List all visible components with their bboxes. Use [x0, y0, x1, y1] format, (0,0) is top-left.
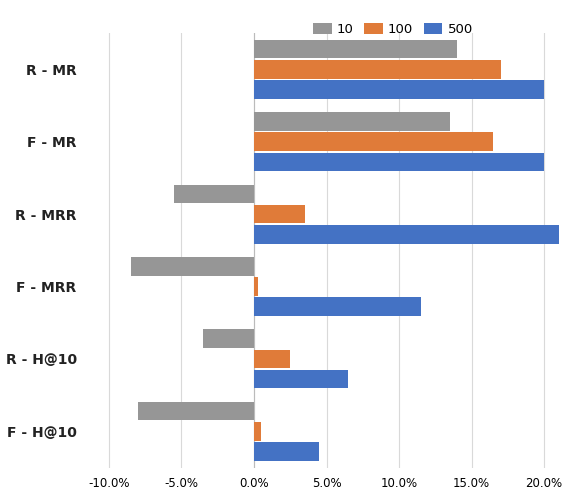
Bar — [254, 350, 290, 368]
Bar — [254, 370, 348, 388]
Bar — [138, 402, 254, 420]
Bar — [254, 298, 421, 316]
Bar — [254, 40, 457, 59]
Bar — [254, 277, 258, 296]
Bar — [203, 329, 254, 348]
Bar — [131, 257, 254, 276]
Bar — [254, 80, 544, 99]
Bar — [254, 60, 500, 79]
Bar — [254, 442, 319, 461]
Bar — [174, 185, 254, 203]
Bar — [254, 422, 261, 440]
Bar — [254, 205, 305, 224]
Bar — [254, 153, 544, 171]
Bar — [254, 112, 450, 131]
Bar — [254, 225, 558, 244]
Legend: 10, 100, 500: 10, 100, 500 — [308, 18, 478, 41]
Bar — [254, 132, 493, 151]
